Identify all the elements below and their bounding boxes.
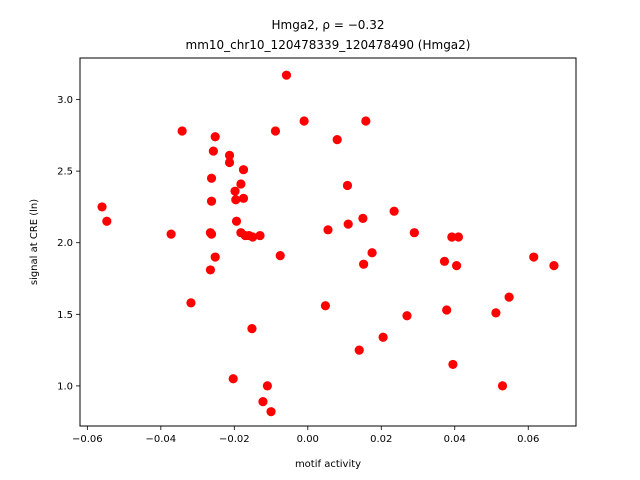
x-tick-label: 0.02 bbox=[370, 434, 392, 445]
data-point bbox=[491, 308, 501, 318]
x-tick-label: −0.02 bbox=[219, 434, 250, 445]
data-point bbox=[409, 228, 419, 238]
data-point bbox=[97, 202, 107, 212]
data-point bbox=[439, 256, 450, 266]
chart-title-line1: Hmga2, ρ = −0.32 bbox=[271, 18, 384, 32]
points-layer bbox=[97, 70, 559, 417]
data-point bbox=[206, 229, 217, 239]
x-tick-label: 0.04 bbox=[444, 434, 466, 445]
data-point bbox=[177, 126, 187, 136]
data-point bbox=[367, 248, 377, 258]
data-point bbox=[248, 232, 258, 242]
x-tick-label: −0.04 bbox=[146, 434, 177, 445]
y-axis-label: signal at CRE (ln) bbox=[29, 199, 40, 285]
data-point bbox=[442, 305, 452, 315]
data-point bbox=[281, 70, 292, 80]
y-tick-label: 2.0 bbox=[57, 238, 73, 249]
data-point bbox=[206, 196, 217, 206]
x-tick-label: 0.00 bbox=[297, 434, 319, 445]
data-point bbox=[358, 213, 368, 223]
data-point bbox=[389, 206, 399, 216]
x-axis-label: motif activity bbox=[295, 459, 361, 470]
data-point bbox=[208, 146, 218, 156]
data-point bbox=[255, 230, 265, 241]
data-point bbox=[504, 292, 514, 302]
data-point bbox=[224, 157, 235, 168]
data-point bbox=[497, 381, 508, 391]
data-point bbox=[186, 298, 196, 308]
data-point bbox=[323, 225, 333, 235]
data-point bbox=[238, 165, 249, 175]
y-tick-label: 3.0 bbox=[57, 95, 73, 106]
data-point bbox=[166, 229, 176, 239]
plot-frame bbox=[79, 57, 577, 427]
chart-title-line2: mm10_chr10_120478339_120478490 (Hmga2) bbox=[186, 38, 471, 52]
data-point bbox=[448, 359, 458, 370]
data-point bbox=[378, 332, 388, 342]
data-point bbox=[270, 126, 281, 136]
data-point bbox=[210, 252, 220, 262]
data-point bbox=[402, 311, 412, 321]
data-point bbox=[320, 301, 331, 311]
y-tick-label: 1.5 bbox=[57, 310, 73, 321]
data-point bbox=[332, 135, 342, 145]
data-point bbox=[258, 397, 268, 407]
y-axis-ticks: 1.0 1.5 2.0 2.5 3.0 bbox=[57, 95, 80, 392]
data-point bbox=[262, 381, 272, 391]
data-point bbox=[453, 232, 464, 242]
y-tick-label: 1.0 bbox=[57, 381, 73, 392]
x-axis-ticks: −0.06 −0.04 −0.02 0.00 0.02 0.04 0.06 bbox=[72, 426, 539, 445]
data-point bbox=[247, 324, 257, 334]
data-point bbox=[231, 216, 242, 226]
data-point bbox=[228, 374, 238, 384]
data-point bbox=[102, 216, 112, 226]
data-point bbox=[342, 180, 353, 191]
data-point bbox=[529, 252, 539, 262]
x-tick-label: 0.06 bbox=[517, 434, 539, 445]
data-point bbox=[354, 345, 364, 355]
data-point bbox=[230, 186, 240, 196]
data-point bbox=[224, 150, 235, 160]
data-point bbox=[210, 132, 220, 142]
data-point bbox=[549, 261, 559, 271]
data-point bbox=[206, 173, 217, 183]
data-point bbox=[447, 232, 457, 242]
data-point bbox=[205, 265, 216, 275]
x-tick-label: −0.06 bbox=[72, 434, 103, 445]
data-point bbox=[343, 219, 353, 229]
data-point bbox=[451, 261, 462, 271]
data-point bbox=[299, 116, 309, 126]
data-point bbox=[238, 193, 249, 203]
y-tick-label: 2.5 bbox=[57, 167, 73, 178]
data-point bbox=[361, 116, 371, 126]
data-point bbox=[236, 179, 246, 189]
data-point bbox=[275, 251, 285, 261]
data-point bbox=[266, 407, 276, 417]
data-point bbox=[359, 259, 369, 269]
data-point bbox=[231, 195, 241, 205]
